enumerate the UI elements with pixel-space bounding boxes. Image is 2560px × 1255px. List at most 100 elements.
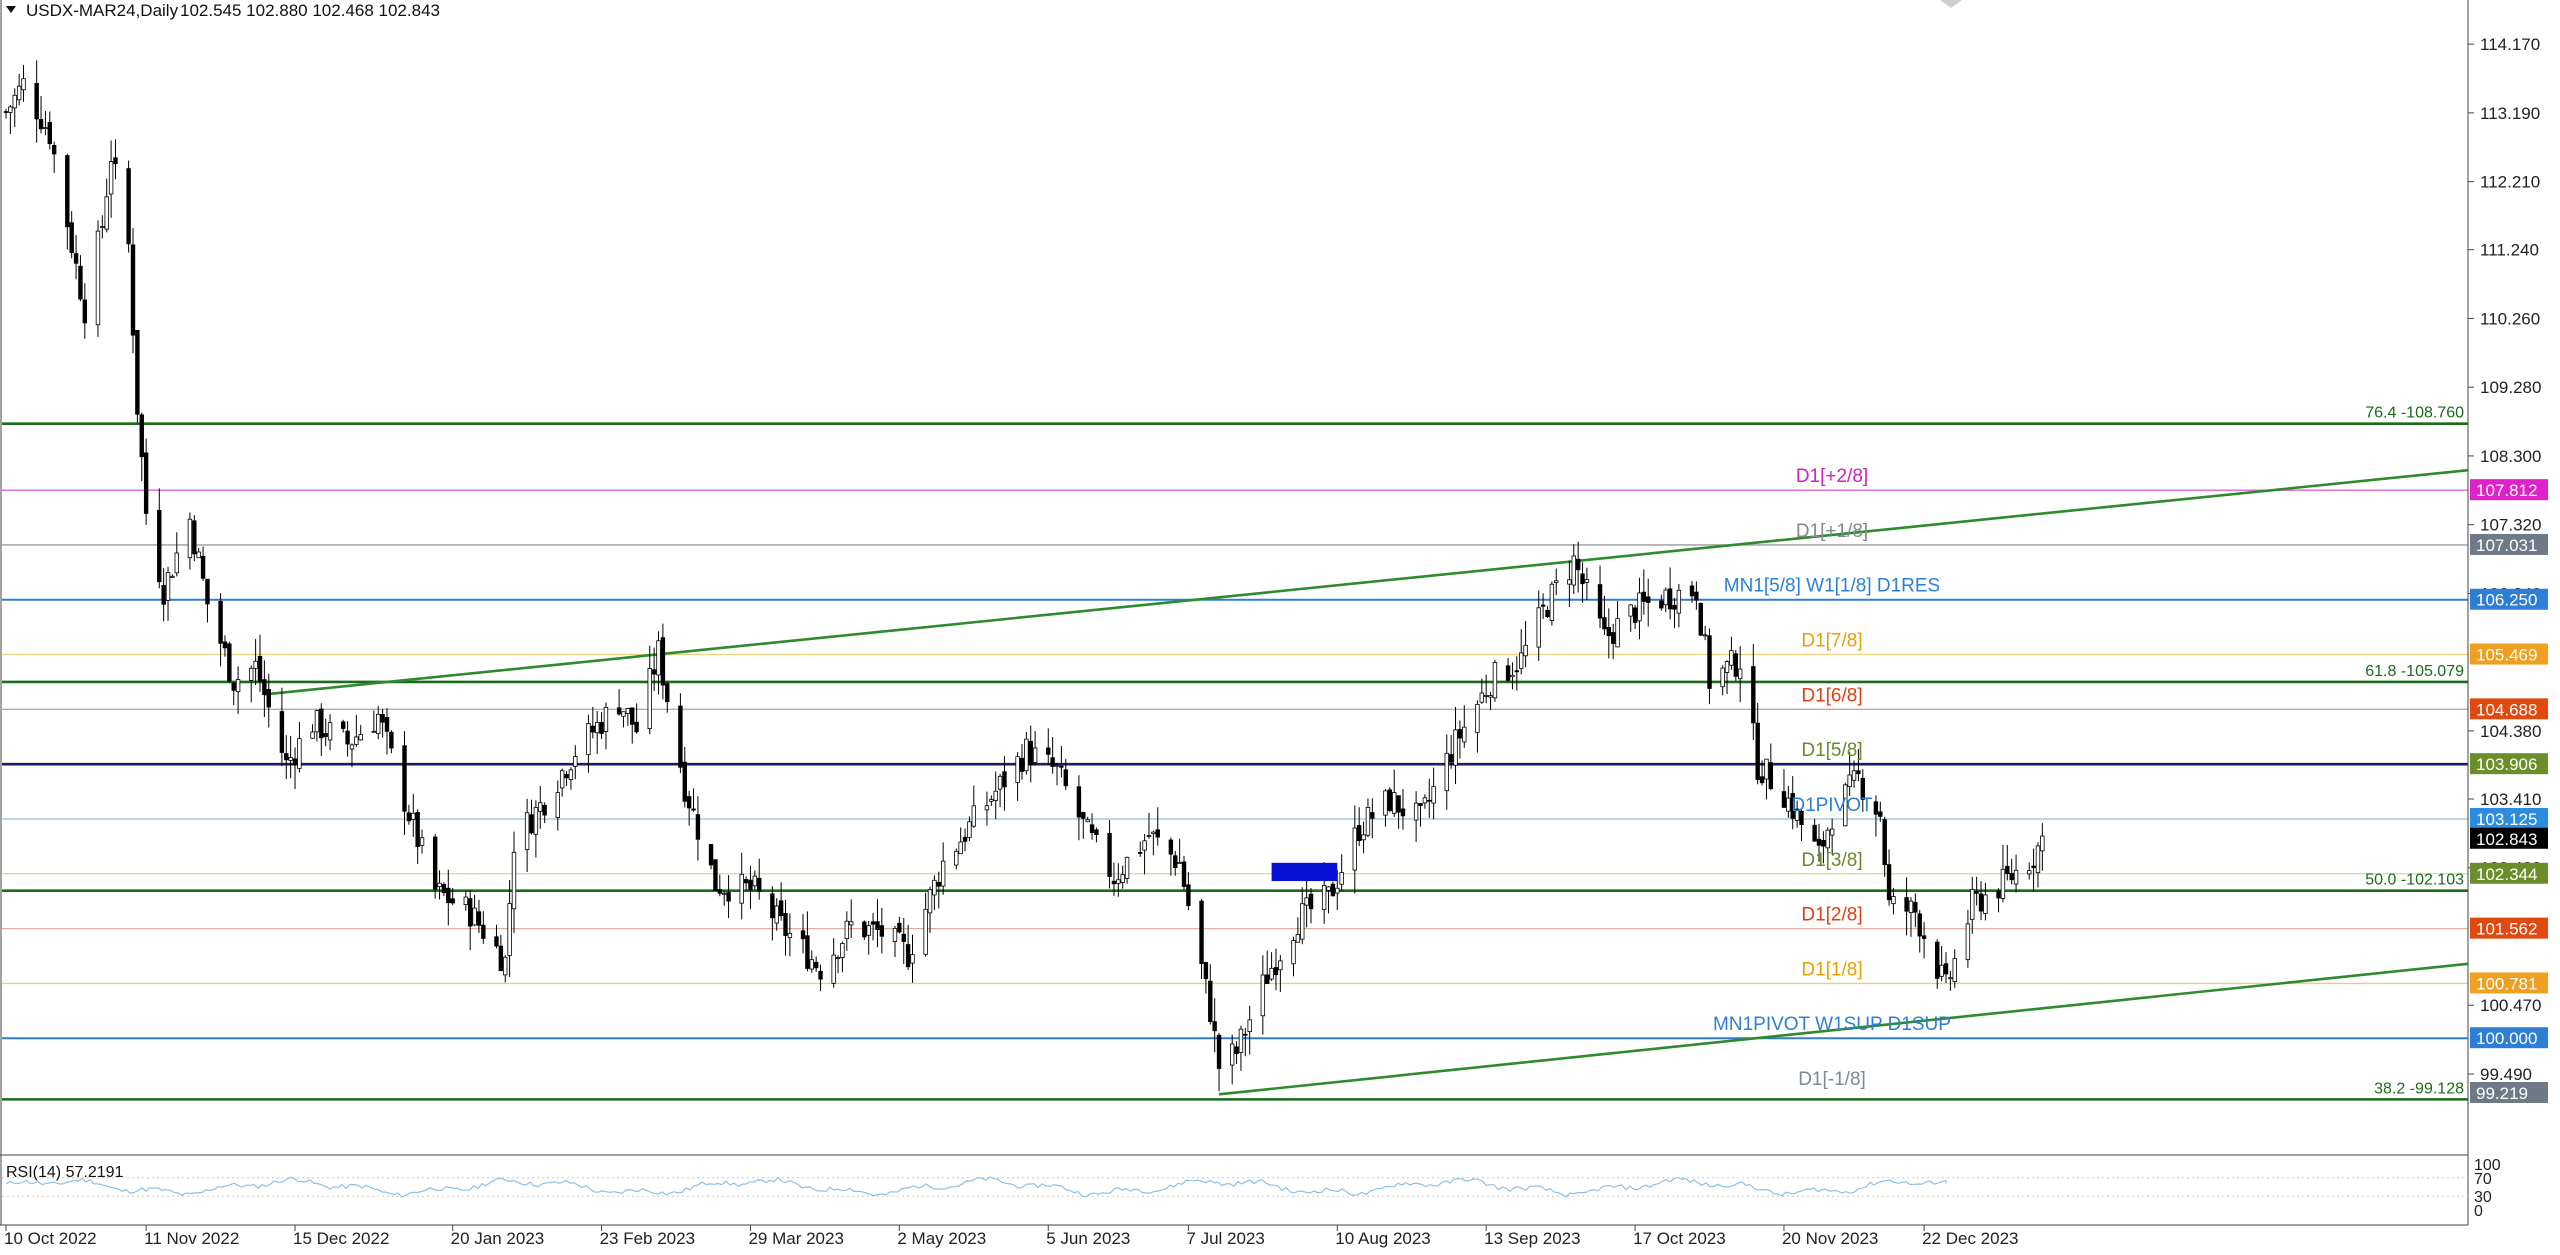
current-price-badge [2470,827,2548,849]
level-labels: 76.4 -108.760 D1[+2/8] D1[+1/8] MN1[5/8] W1… [1713,405,2464,1098]
bull-candle [940,860,946,887]
bear-candle [1913,901,1918,913]
bull-candle [559,770,565,789]
bear-candle [139,414,144,458]
bear-candle [748,879,753,891]
bear-candle [1216,1034,1222,1069]
bull-candle [1326,886,1331,891]
bear-candle [441,884,447,894]
bear-candle [1330,883,1336,897]
bull-candle [253,660,258,669]
level-badge-label: 104.688 [2476,700,2537,719]
bull-candle [95,230,101,326]
bull-candle [174,552,179,574]
bear-candle [1063,769,1068,787]
rsi-level-label: 100 [2474,1157,2501,1174]
bear-candle [542,804,547,816]
bull-candle [1462,726,1467,743]
bear-candle [708,844,714,866]
bear-candle [1917,913,1922,937]
bear-candle [38,119,44,130]
bear-candle [279,711,285,753]
bear-candle [783,913,788,936]
symbol-label: USDX-MAR24,Daily [26,1,179,20]
bull-candle [1729,650,1734,666]
price-tick-label: 100.470 [2480,996,2541,1015]
rsi-level-label: 70 [2474,1171,2492,1188]
bull-candle [835,957,841,960]
bear-candle [1698,602,1703,636]
time-tick-label: 5 Jun 2023 [1046,1229,1130,1248]
bull-candle [1843,784,1848,827]
bear-candle [1540,604,1546,607]
shift-marker-icon[interactable] [1940,0,1962,8]
bear-candle [1457,729,1463,739]
bull-candle [327,722,333,741]
bull-candle [288,757,293,761]
bull-candle [538,802,543,812]
bear-candle [634,721,639,733]
bull-candle [1124,856,1130,879]
bear-candle [1059,765,1064,768]
bull-candle [573,756,578,767]
fib-level-label: 38.2 -99.128 [2374,1080,2464,1097]
bear-candle [936,881,941,887]
bull-candle [1085,819,1090,823]
bull-candle [1278,960,1283,971]
bear-candle [384,717,390,732]
bull-candle [1321,884,1327,910]
bull-candle [555,792,560,819]
bear-candle [476,911,482,926]
bull-candle [1571,555,1576,586]
bear-candle [323,733,328,737]
bull-candle [1737,668,1743,680]
trendlines [264,468,2469,1096]
bear-candle [1308,893,1314,910]
bull-candle [1392,792,1397,814]
bear-candle [1173,855,1178,868]
candles [3,60,2045,1092]
bear-candle [665,683,670,703]
collapse-triangle-icon[interactable] [6,6,16,13]
bear-candle [757,877,762,892]
bear-candle [818,970,823,980]
bull-candle [1829,828,1835,836]
bear-candle [1181,861,1187,887]
bull-candle [314,710,320,733]
time-tick-label: 20 Jan 2023 [451,1229,545,1248]
level-badge-label: 99.219 [2476,1084,2528,1103]
bear-candle [800,930,806,940]
bear-candle [467,898,473,927]
bull-candle [310,731,315,739]
bull-candle [2000,868,2006,899]
bear-candle [113,157,118,165]
bear-candle [1856,770,1861,775]
bull-candle [1970,888,1975,920]
current-price-label: 102.843 [2476,830,2537,849]
bear-candle [1821,840,1826,847]
bear-candle [717,889,723,894]
bear-candle [1768,762,1774,790]
bull-candle [1238,1028,1244,1053]
bull-candle [1015,756,1020,783]
price-tick-label: 107.320 [2480,516,2541,535]
bear-candle [34,83,39,120]
bear-candle [1273,967,1279,976]
bear-candle [1672,605,1677,610]
bear-candle [695,814,701,840]
ohlc-label: 102.545 102.880 102.468 102.843 [180,1,440,20]
bear-candle [564,774,569,779]
level-badge-label: 100.000 [2476,1029,2537,1048]
fib-level-label: 61.8 -105.079 [2365,663,2464,680]
bear-candle [813,961,819,969]
level-badge [2470,862,2548,884]
bull-candle [923,908,928,955]
bull-candle [1965,923,1971,961]
lower-channel-trendline [1218,962,2469,1096]
bear-candle [2005,865,2010,875]
bull-candle [993,790,998,801]
bull-candle [1519,652,1524,669]
